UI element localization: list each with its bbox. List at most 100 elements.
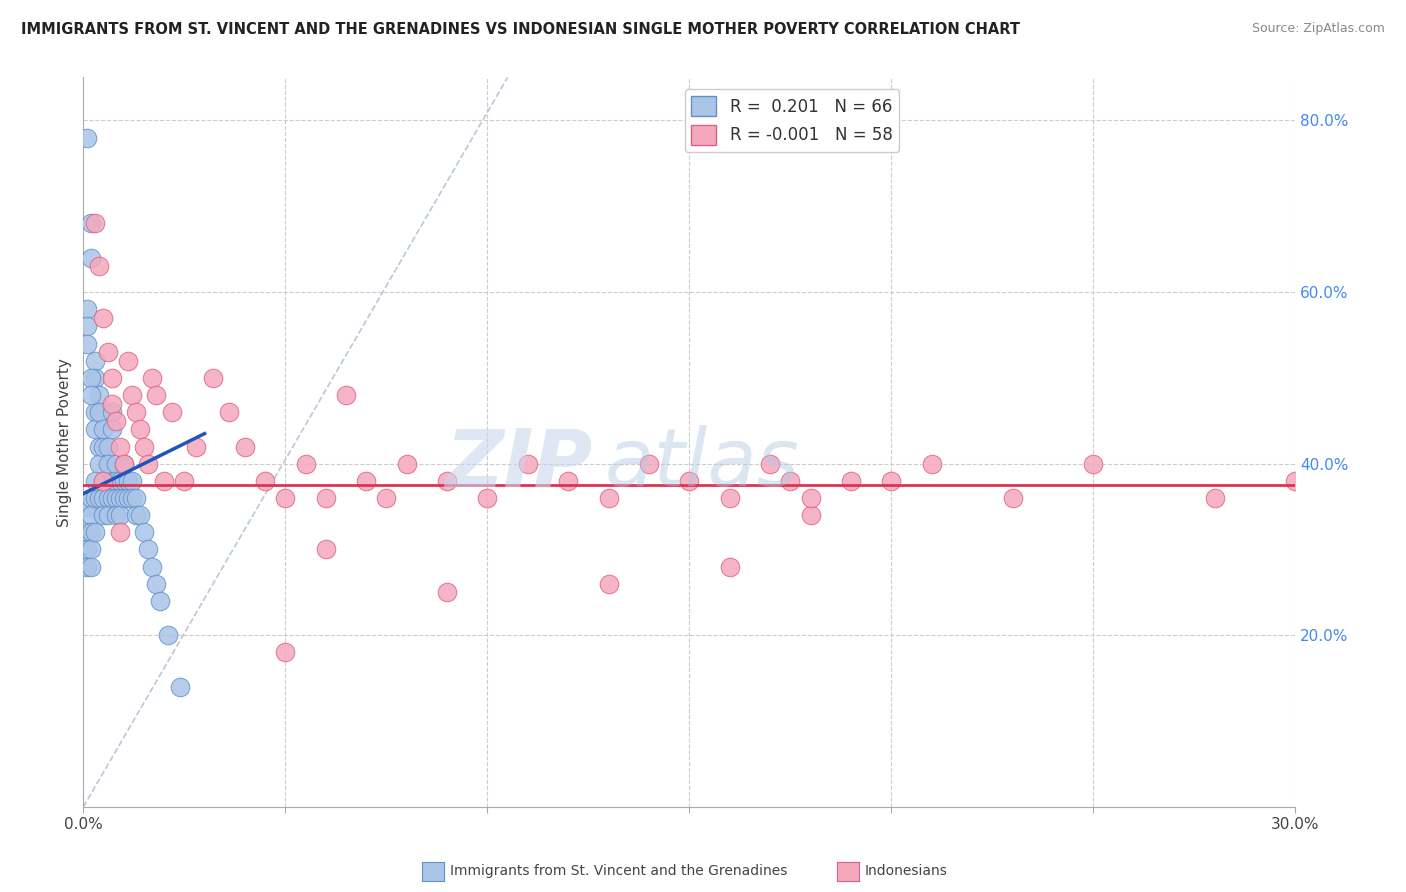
Point: [89, 491, 111, 505]
Point: [233, 440, 256, 454]
Point: [638, 457, 661, 471]
Point: [112, 491, 135, 505]
Point: [516, 457, 538, 471]
Text: Indonesians: Indonesians: [865, 864, 948, 879]
Point: [84, 353, 107, 368]
Point: [80, 491, 103, 505]
Point: [921, 457, 943, 471]
Point: [89, 405, 111, 419]
Point: [145, 388, 167, 402]
Point: [839, 474, 862, 488]
Point: [84, 491, 107, 505]
Point: [93, 310, 115, 325]
Point: [718, 491, 741, 505]
Point: [108, 491, 131, 505]
Text: Source: ZipAtlas.com: Source: ZipAtlas.com: [1251, 22, 1385, 36]
Point: [117, 474, 139, 488]
Point: [93, 491, 115, 505]
Point: [294, 457, 316, 471]
Point: [80, 525, 103, 540]
Point: [141, 559, 163, 574]
Point: [76, 559, 98, 574]
Point: [201, 371, 224, 385]
Point: [100, 491, 122, 505]
Legend: R =  0.201   N = 66, R = -0.001   N = 58: R = 0.201 N = 66, R = -0.001 N = 58: [685, 89, 900, 152]
Point: [598, 491, 620, 505]
Point: [100, 422, 122, 436]
Point: [218, 405, 240, 419]
Point: [84, 216, 107, 230]
Point: [141, 371, 163, 385]
Point: [80, 251, 103, 265]
Point: [104, 508, 127, 523]
Point: [76, 542, 98, 557]
Point: [354, 474, 377, 488]
Text: Immigrants from St. Vincent and the Grenadines: Immigrants from St. Vincent and the Gren…: [450, 864, 787, 879]
Point: [93, 440, 115, 454]
Point: [173, 474, 195, 488]
Point: [436, 474, 458, 488]
Point: [93, 508, 115, 523]
Point: [96, 457, 118, 471]
Point: [104, 491, 127, 505]
Point: [121, 491, 143, 505]
Point: [1204, 491, 1226, 505]
Point: [117, 353, 139, 368]
Point: [96, 345, 118, 359]
Point: [89, 388, 111, 402]
Point: [93, 422, 115, 436]
Point: [477, 491, 499, 505]
Point: [93, 474, 115, 488]
Point: [759, 457, 782, 471]
Point: [315, 491, 337, 505]
Point: [395, 457, 418, 471]
Point: [145, 577, 167, 591]
Point: [108, 440, 131, 454]
Point: [153, 474, 176, 488]
Point: [84, 474, 107, 488]
Point: [375, 491, 398, 505]
Point: [335, 388, 357, 402]
Point: [100, 405, 122, 419]
Point: [254, 474, 277, 488]
Point: [128, 422, 150, 436]
Point: [76, 525, 98, 540]
Point: [80, 542, 103, 557]
Point: [112, 474, 135, 488]
Point: [104, 474, 127, 488]
Point: [436, 585, 458, 599]
Point: [117, 491, 139, 505]
Point: [149, 594, 172, 608]
Point: [132, 440, 155, 454]
Point: [800, 508, 823, 523]
Point: [80, 216, 103, 230]
Point: [125, 491, 148, 505]
Point: [186, 440, 208, 454]
Point: [80, 388, 103, 402]
Point: [89, 260, 111, 274]
Point: [108, 508, 131, 523]
Point: [104, 414, 127, 428]
Point: [157, 628, 180, 642]
Point: [678, 474, 700, 488]
Point: [76, 500, 98, 514]
Point: [132, 525, 155, 540]
Point: [76, 302, 98, 317]
Point: [112, 457, 135, 471]
Point: [84, 422, 107, 436]
Point: [1083, 457, 1105, 471]
Point: [89, 440, 111, 454]
Point: [779, 474, 801, 488]
Point: [880, 474, 903, 488]
Point: [125, 405, 148, 419]
Point: [80, 559, 103, 574]
Point: [84, 371, 107, 385]
Point: [136, 542, 159, 557]
Point: [108, 525, 131, 540]
Text: ZIP: ZIP: [446, 425, 592, 503]
Point: [108, 474, 131, 488]
Point: [136, 457, 159, 471]
Point: [84, 405, 107, 419]
Point: [96, 491, 118, 505]
Text: IMMIGRANTS FROM ST. VINCENT AND THE GRENADINES VS INDONESIAN SINGLE MOTHER POVER: IMMIGRANTS FROM ST. VINCENT AND THE GREN…: [21, 22, 1021, 37]
